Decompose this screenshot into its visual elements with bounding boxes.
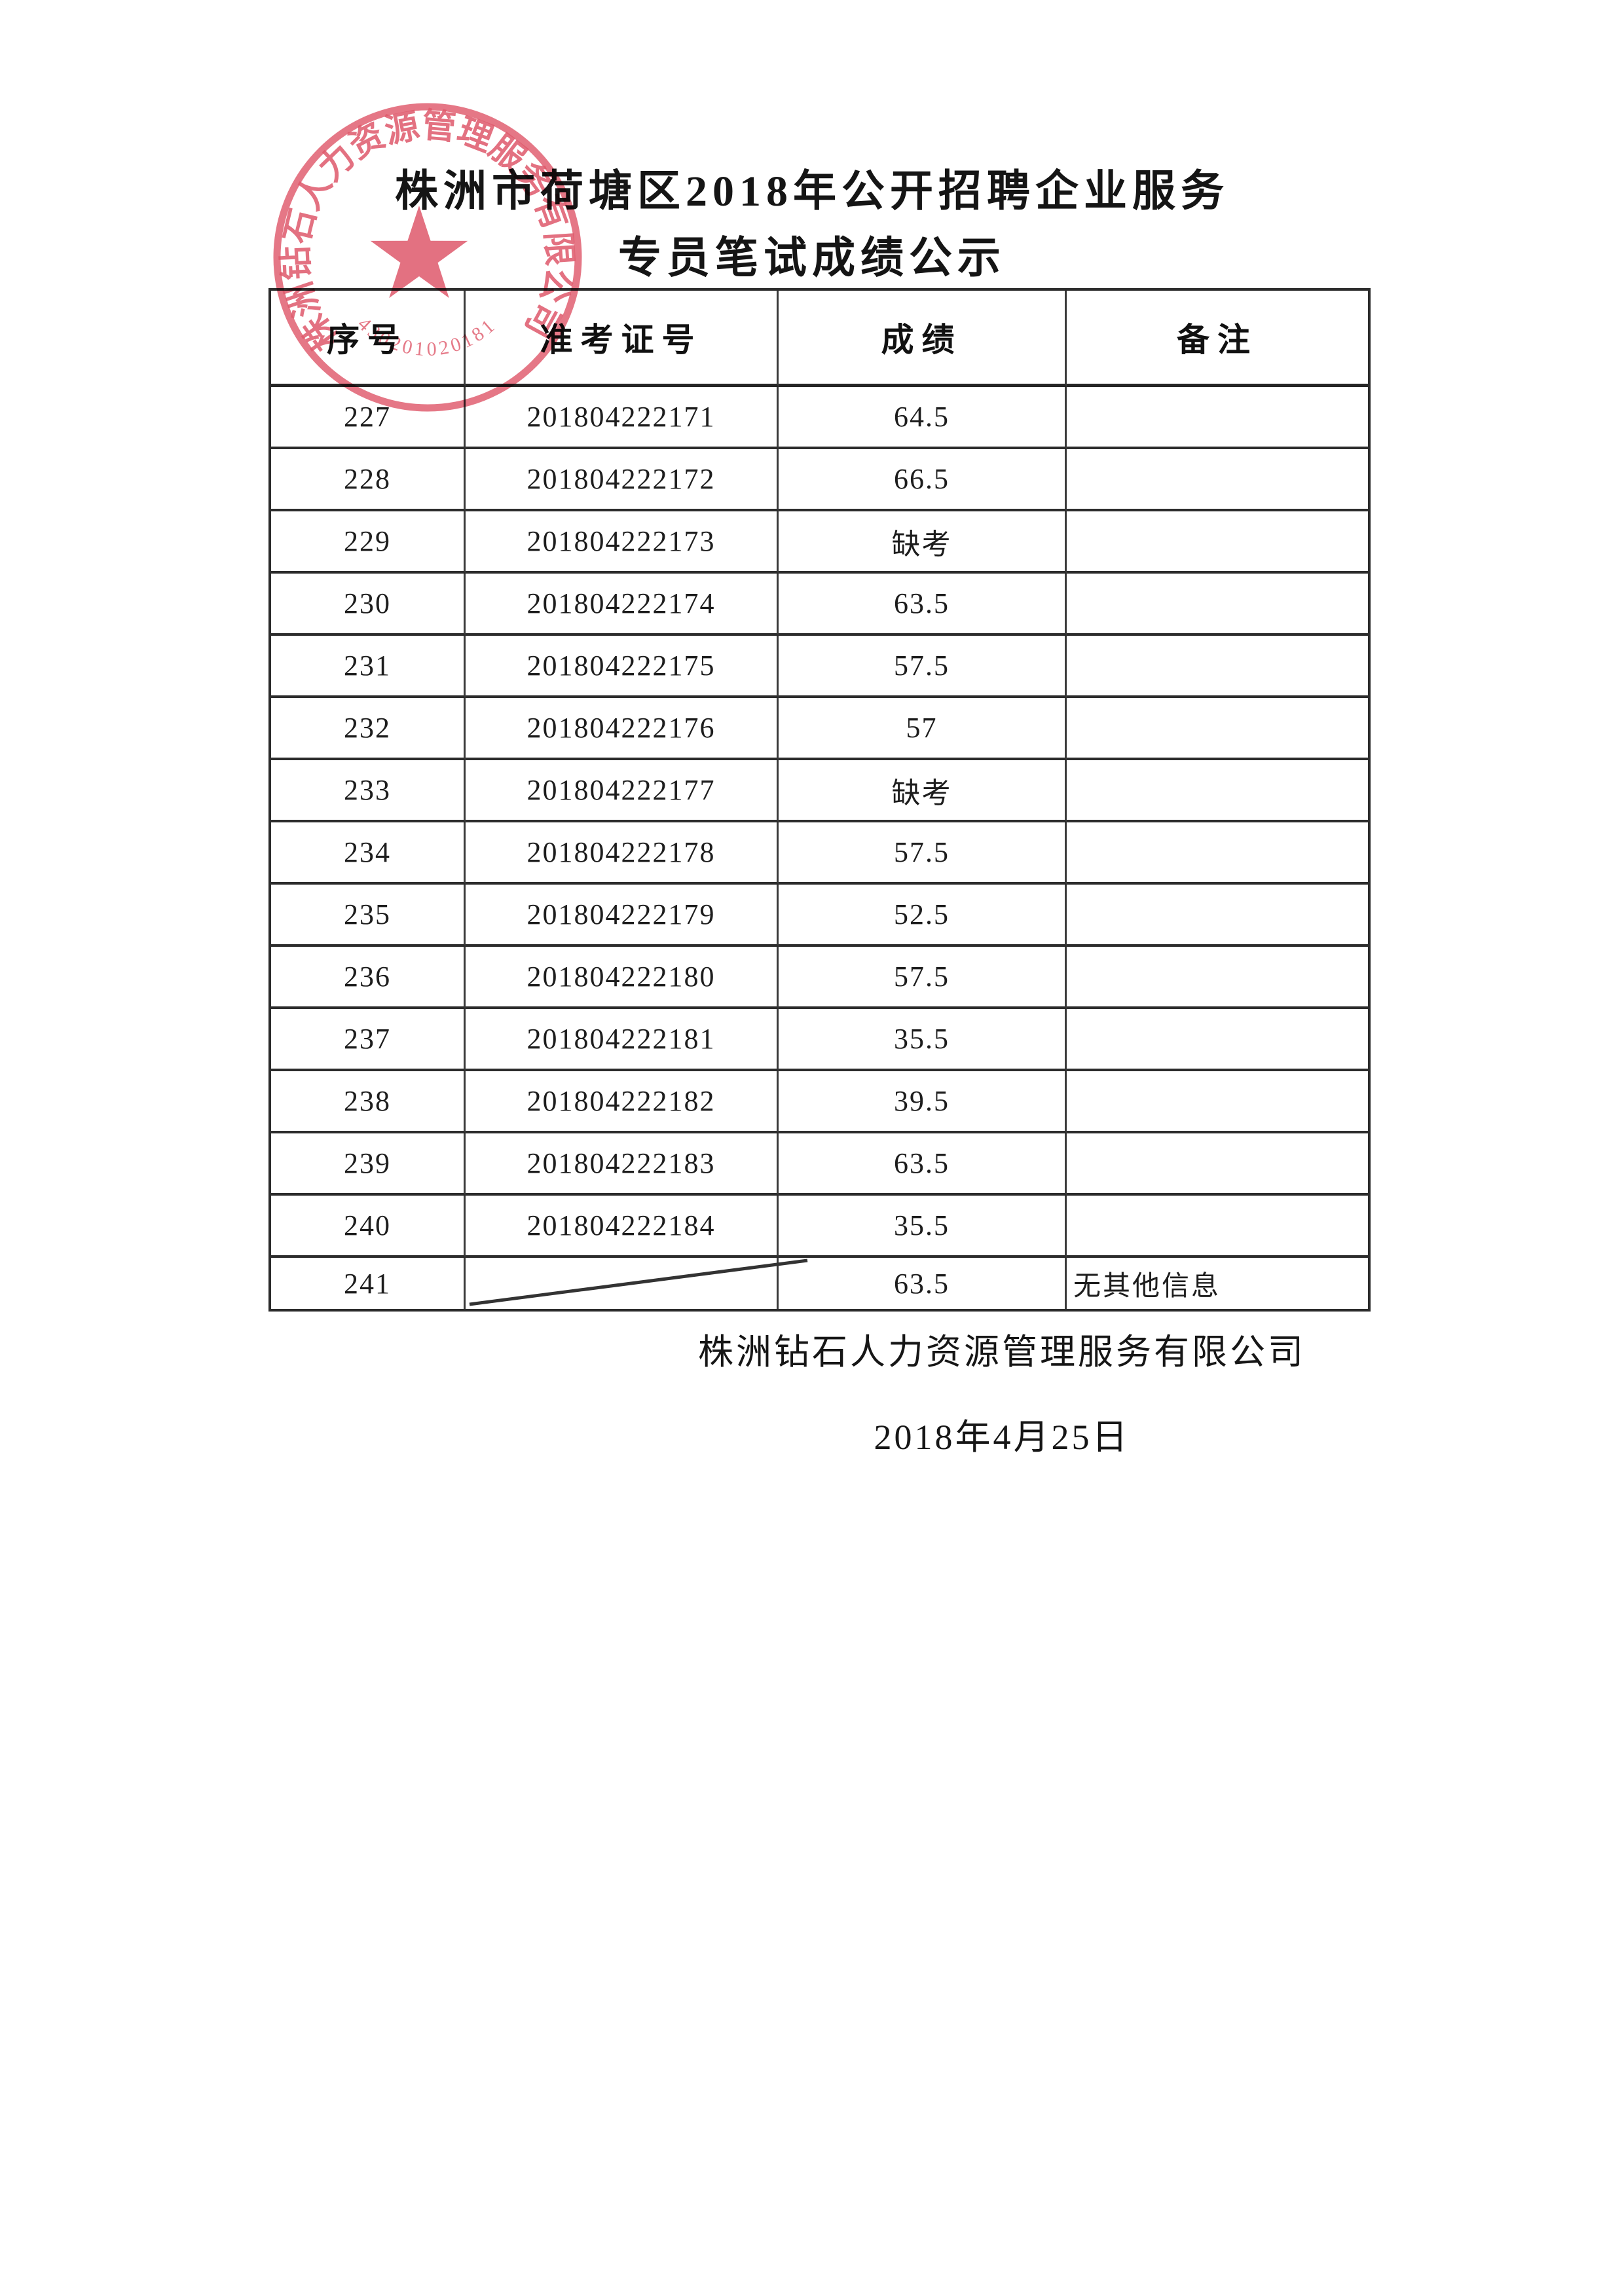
title-line-1: 株洲市荷塘区2018年公开招聘企业服务 bbox=[395, 168, 1229, 215]
date-text: 2018年4月25日 bbox=[874, 1418, 1130, 1457]
crossed-out-line bbox=[469, 1258, 808, 1306]
header-cell-score: 成绩 bbox=[779, 291, 1067, 387]
cell-ticket: 201804222178 bbox=[466, 822, 779, 885]
cell-no: 233 bbox=[271, 760, 466, 822]
cell-no: 234 bbox=[271, 822, 466, 885]
cell-no: 238 bbox=[271, 1071, 466, 1133]
cell-no: 236 bbox=[271, 947, 466, 1009]
cell-ticket: 201804222184 bbox=[466, 1196, 779, 1258]
cell-no: 232 bbox=[271, 698, 466, 760]
header-cell-no: 序号 bbox=[271, 291, 466, 387]
cell-score: 66.5 bbox=[779, 449, 1067, 511]
cell-remark: 无其他信息 bbox=[1073, 1271, 1221, 1302]
cell-ticket: 201804222174 bbox=[466, 574, 779, 636]
cell-no: 241 bbox=[271, 1258, 466, 1309]
company-name: 株洲钻石人力资源管理服务有限公司 bbox=[698, 1332, 1306, 1372]
cell-remark bbox=[1067, 947, 1368, 1009]
header-cell-ticket: 准考证号 bbox=[466, 291, 779, 387]
cell-ticket: 201804222182 bbox=[466, 1071, 779, 1133]
footer-date: 2018年4月25日 bbox=[380, 1408, 1624, 1460]
cell-no: 239 bbox=[271, 1133, 466, 1196]
cell-ticket: 201804222183 bbox=[466, 1133, 779, 1196]
cell-remark bbox=[1067, 511, 1368, 574]
cell-remark bbox=[1067, 1071, 1368, 1133]
cell-ticket-crossed bbox=[466, 1258, 808, 1309]
cell-ticket: 201804222175 bbox=[466, 636, 779, 698]
cell-remark bbox=[1067, 885, 1368, 947]
cell-no: 235 bbox=[271, 885, 466, 947]
cell-remark bbox=[1067, 1196, 1368, 1258]
cell-no: 230 bbox=[271, 574, 466, 636]
title-line-2: 专员笔试成绩公示 bbox=[618, 234, 1006, 282]
cell-score: 缺考 bbox=[779, 760, 1067, 822]
cell-ticket: 201804222179 bbox=[466, 885, 779, 947]
cell-no: 228 bbox=[271, 449, 466, 511]
cell-no: 240 bbox=[271, 1196, 466, 1258]
cell-remark bbox=[1067, 1009, 1368, 1071]
cell-remark bbox=[1067, 449, 1368, 511]
cell-no: 227 bbox=[271, 387, 466, 449]
cell-score: 57.5 bbox=[779, 822, 1067, 885]
footer-company: 株洲钻石人力资源管理服务有限公司 bbox=[380, 1323, 1624, 1374]
cell-score: 63.5 bbox=[779, 574, 1067, 636]
cell-score: 35.5 bbox=[779, 1196, 1067, 1258]
cell-score: 35.5 bbox=[779, 1009, 1067, 1071]
cell-no: 231 bbox=[271, 636, 466, 698]
cell-score: 缺考 bbox=[779, 511, 1067, 574]
cell-remark bbox=[1067, 1133, 1368, 1196]
cell-remark bbox=[1067, 574, 1368, 636]
cell-score: 57.5 bbox=[779, 947, 1067, 1009]
cell-ticket: 201804222177 bbox=[466, 760, 779, 822]
cell-ticket: 201804222176 bbox=[466, 698, 779, 760]
cell-ticket: 201804222180 bbox=[466, 947, 779, 1009]
cell-score: 57.5 bbox=[779, 636, 1067, 698]
cell-remark bbox=[1067, 387, 1368, 449]
cell-score: 63.5 bbox=[779, 1133, 1067, 1196]
cell-remark bbox=[1067, 822, 1368, 885]
cell-score: 64.5 bbox=[779, 387, 1067, 449]
cell-remark bbox=[1067, 698, 1368, 760]
score-table: 序号 准考证号 成绩 备注 227 201804222171 64.5 228 … bbox=[268, 288, 1371, 1312]
cell-remark bbox=[1067, 760, 1368, 822]
cell-score: 57 bbox=[779, 698, 1067, 760]
cell-remark bbox=[1067, 636, 1368, 698]
cell-ticket: 201804222181 bbox=[466, 1009, 779, 1071]
cell-score: 52.5 bbox=[779, 885, 1067, 947]
cell-ticket: 201804222173 bbox=[466, 511, 779, 574]
cell-no: 237 bbox=[271, 1009, 466, 1071]
cell-ticket: 201804222172 bbox=[466, 449, 779, 511]
document-title: 株洲市荷塘区2018年公开招聘企业服务 专员笔试成绩公示 bbox=[0, 158, 1624, 292]
cell-ticket: 201804222171 bbox=[466, 387, 779, 449]
cell-no: 229 bbox=[271, 511, 466, 574]
cell-score: 39.5 bbox=[779, 1071, 1067, 1133]
header-cell-remark: 备注 bbox=[1067, 291, 1368, 387]
cell-score: 63.5 bbox=[779, 1258, 1067, 1309]
